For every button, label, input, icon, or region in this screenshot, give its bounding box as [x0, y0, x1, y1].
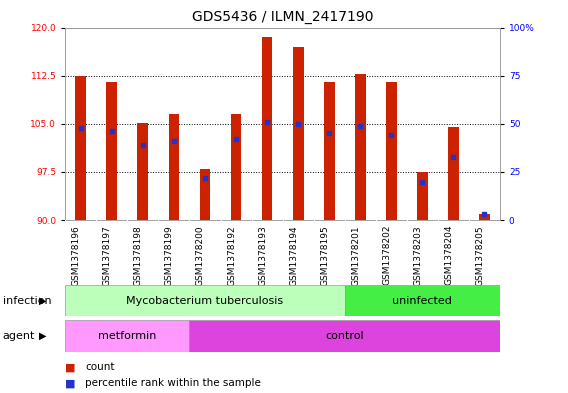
Text: ▶: ▶ — [39, 296, 47, 306]
Text: GSM1378195: GSM1378195 — [320, 225, 329, 286]
Text: ■: ■ — [65, 362, 76, 373]
Text: agent: agent — [3, 331, 35, 341]
Text: ■: ■ — [65, 378, 76, 388]
Bar — [355, 74, 366, 220]
Text: Mycobacterium tuberculosis: Mycobacterium tuberculosis — [127, 296, 283, 306]
Text: GSM1378194: GSM1378194 — [289, 225, 298, 286]
Text: control: control — [325, 331, 364, 341]
Text: ▶: ▶ — [39, 331, 47, 341]
Bar — [65, 285, 345, 316]
Text: GSM1378197: GSM1378197 — [103, 225, 112, 286]
Text: count: count — [85, 362, 115, 373]
Bar — [386, 82, 396, 220]
Bar — [479, 214, 490, 220]
Title: GDS5436 / ILMN_2417190: GDS5436 / ILMN_2417190 — [192, 10, 373, 24]
Bar — [65, 320, 190, 352]
Bar — [106, 82, 118, 220]
Bar — [199, 169, 210, 220]
Bar — [293, 47, 303, 220]
Text: GSM1378192: GSM1378192 — [227, 225, 236, 286]
Text: GSM1378196: GSM1378196 — [72, 225, 81, 286]
Text: GSM1378205: GSM1378205 — [475, 225, 485, 286]
Bar — [345, 285, 500, 316]
Bar — [324, 82, 335, 220]
Bar — [137, 123, 148, 220]
Bar — [262, 37, 273, 220]
Text: GSM1378202: GSM1378202 — [382, 225, 391, 285]
Text: infection: infection — [3, 296, 52, 306]
Text: GSM1378198: GSM1378198 — [134, 225, 143, 286]
Text: percentile rank within the sample: percentile rank within the sample — [85, 378, 261, 388]
Bar — [417, 172, 428, 220]
Text: GSM1378200: GSM1378200 — [196, 225, 205, 286]
Text: GSM1378201: GSM1378201 — [351, 225, 360, 286]
Text: metformin: metformin — [98, 331, 157, 341]
Bar — [169, 114, 179, 220]
Text: GSM1378193: GSM1378193 — [258, 225, 267, 286]
Bar — [448, 127, 459, 220]
Text: GSM1378204: GSM1378204 — [444, 225, 453, 285]
Text: GSM1378199: GSM1378199 — [165, 225, 174, 286]
Text: uninfected: uninfected — [392, 296, 452, 306]
Bar — [231, 114, 241, 220]
Text: GSM1378203: GSM1378203 — [414, 225, 422, 286]
Bar — [76, 76, 86, 220]
Bar — [190, 320, 500, 352]
